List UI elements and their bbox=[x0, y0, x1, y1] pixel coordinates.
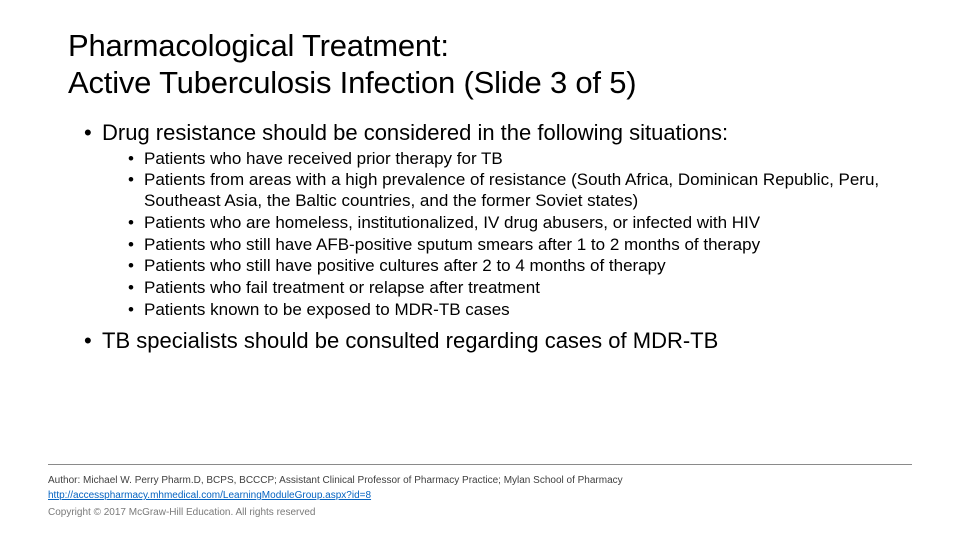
sub-bullet-3: Patients who are homeless, institutional… bbox=[128, 213, 912, 234]
footer-link-row: http://accesspharmacy.mhmedical.com/Lear… bbox=[48, 488, 912, 503]
bullet-2: TB specialists should be consulted regar… bbox=[84, 327, 912, 355]
title-line-2: Active Tuberculosis Infection (Slide 3 o… bbox=[68, 65, 636, 100]
bullet-1: Drug resistance should be considered in … bbox=[84, 119, 912, 320]
title-line-1: Pharmacological Treatment: bbox=[68, 28, 449, 63]
sub-bullet-1: Patients who have received prior therapy… bbox=[128, 149, 912, 170]
sub-bullet-6: Patients who fail treatment or relapse a… bbox=[128, 278, 912, 299]
footer-link[interactable]: http://accesspharmacy.mhmedical.com/Lear… bbox=[48, 490, 371, 501]
sub-bullet-7: Patients known to be exposed to MDR-TB c… bbox=[128, 300, 912, 321]
footer-copyright: Copyright © 2017 McGraw-Hill Education. … bbox=[48, 505, 912, 520]
footer: Author: Michael W. Perry Pharm.D, BCPS, … bbox=[48, 464, 912, 520]
slide: Pharmacological Treatment: Active Tuberc… bbox=[0, 0, 960, 540]
footer-author: Author: Michael W. Perry Pharm.D, BCPS, … bbox=[48, 473, 912, 488]
bullet-1-text: Drug resistance should be considered in … bbox=[102, 120, 728, 145]
body-list: Drug resistance should be considered in … bbox=[68, 119, 912, 354]
sub-bullet-5: Patients who still have positive culture… bbox=[128, 256, 912, 277]
sub-bullet-4: Patients who still have AFB-positive spu… bbox=[128, 235, 912, 256]
sub-list: Patients who have received prior therapy… bbox=[102, 149, 912, 321]
slide-title: Pharmacological Treatment: Active Tuberc… bbox=[68, 28, 912, 101]
sub-bullet-2: Patients from areas with a high prevalen… bbox=[128, 170, 912, 211]
